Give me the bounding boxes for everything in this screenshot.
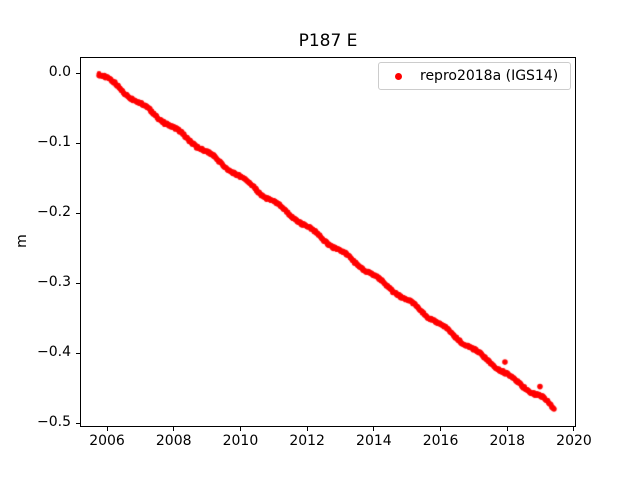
- legend: repro2018a (IGS14): [378, 62, 571, 90]
- legend-marker-dot-icon: [395, 72, 402, 80]
- legend-label: repro2018a (IGS14): [420, 68, 559, 84]
